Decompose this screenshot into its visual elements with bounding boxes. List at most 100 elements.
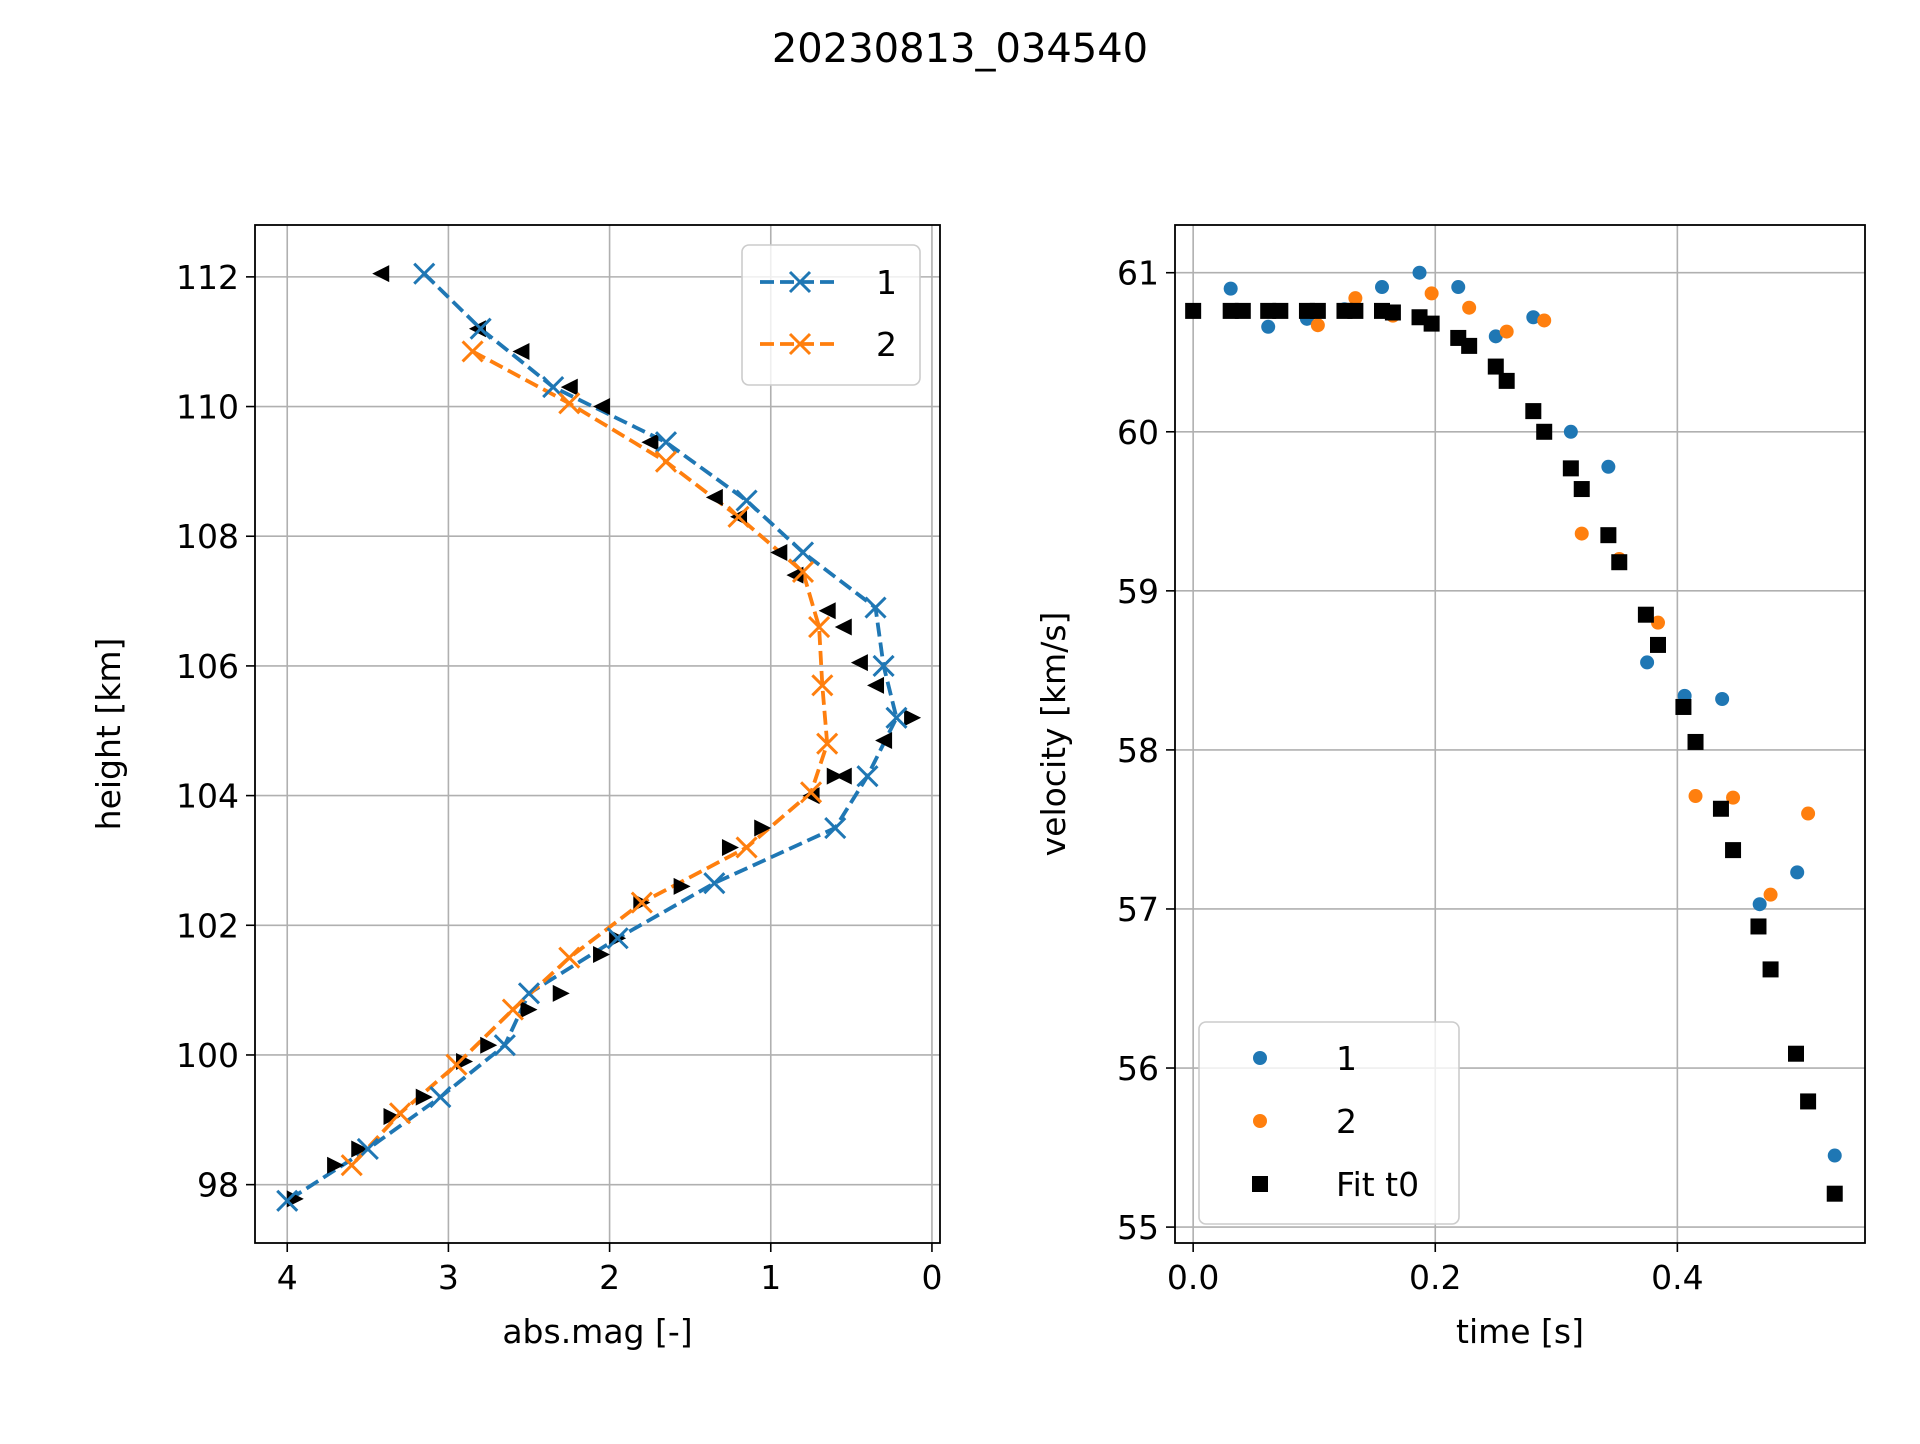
left-triangle-left-marker — [786, 566, 804, 584]
left-series-2-point — [735, 836, 758, 859]
left-legend-marker-2 — [788, 332, 812, 356]
right-fit-t0-point — [1487, 358, 1504, 375]
left-y-tick-label: 104 — [176, 777, 239, 816]
left-triangle-left-marker — [468, 320, 486, 338]
left-x-tick-label: 1 — [760, 1258, 781, 1297]
right-y-tick-label: 58 — [1117, 731, 1159, 770]
left-triangle-left-marker — [802, 787, 820, 805]
right-series-1-point — [1827, 1148, 1842, 1163]
left-series-1-point — [735, 489, 758, 512]
right-legend-marker-fit-t0 — [1252, 1176, 1268, 1192]
left-y-tick-label: 100 — [176, 1036, 239, 1075]
left-y-tick-label: 102 — [176, 906, 239, 945]
right-y-axis-label: velocity [km/s] — [1034, 612, 1073, 857]
left-series-1-point — [276, 1189, 299, 1212]
left-series-1-point — [791, 541, 815, 564]
left-series-2-point — [654, 450, 678, 473]
right-fit-t0-point — [1725, 842, 1742, 859]
right-axes-frame — [1174, 224, 1866, 1244]
left-triangle-left-marker — [372, 265, 390, 283]
left-series-2-point — [630, 891, 653, 914]
right-fit-t0-point — [1384, 304, 1401, 321]
left-series-1-point — [413, 262, 436, 285]
left-series-1-point — [885, 706, 908, 729]
right-series-2-point — [1801, 806, 1816, 821]
left-series-1-line — [286, 272, 899, 1203]
left-series-2-point — [727, 505, 750, 528]
left-series-1-point — [872, 654, 895, 677]
right-x-axis-label: time [s] — [1456, 1312, 1584, 1351]
right-fit-t0-point — [1712, 800, 1729, 817]
right-legend-box — [1198, 1021, 1460, 1225]
right-y-tick-label: 61 — [1117, 254, 1159, 293]
right-fit-t0-point — [1800, 1093, 1817, 1110]
left-series-2-point — [811, 674, 834, 697]
right-fit-t0-point — [1498, 372, 1515, 389]
right-y-tick-label: 57 — [1117, 890, 1159, 929]
left-triangle-right-marker — [327, 1156, 345, 1174]
right-fit-t0-point — [1573, 481, 1590, 498]
right-y-tick-label: 60 — [1117, 413, 1159, 452]
right-x-tick-label: 0.4 — [1651, 1258, 1703, 1297]
left-y-tick-label: 98 — [197, 1166, 239, 1205]
right-fit-t0-point — [1562, 460, 1579, 477]
left-y-tick-label: 108 — [176, 517, 239, 556]
left-series-2-point — [808, 615, 831, 639]
left-triangle-left-marker — [834, 618, 852, 636]
left-series-2-point — [461, 340, 484, 363]
right-y-tick-label: 59 — [1117, 572, 1159, 611]
left-series-2-point — [558, 946, 581, 969]
left-series-1-point — [864, 596, 887, 619]
right-legend-label-1: 1 — [1336, 1039, 1357, 1078]
left-series-2-point — [388, 1102, 412, 1125]
left-triangle-right-marker — [480, 1036, 498, 1054]
left-x-tick-label: 0 — [921, 1258, 942, 1297]
right-series-2-point — [1499, 324, 1514, 339]
left-series-1-point — [493, 1034, 516, 1057]
right-series-2-point — [1424, 286, 1439, 301]
right-panel-velocity-vs-time: 0.0 0.2 0.4 55 56 57 58 59 60 61 time [s] velocity … — [1034, 224, 1866, 1351]
right-series-1-point — [1223, 281, 1238, 296]
left-triangle-right-marker — [826, 767, 844, 785]
left-legend-marker-1 — [788, 270, 812, 294]
right-legend-label-3: Fit t0 — [1336, 1165, 1419, 1204]
right-legend-label-2: 2 — [1336, 1102, 1357, 1141]
right-fit-t0-point — [1260, 302, 1277, 319]
left-triangle-left-marker — [593, 398, 611, 416]
left-triangle-right-marker — [456, 1052, 474, 1070]
right-series-2-point — [1651, 615, 1665, 630]
right-legend-marker-1 — [1253, 1051, 1267, 1065]
left-series-2-point — [445, 1053, 468, 1076]
left-triangle-left-marker — [705, 488, 723, 506]
right-series-2-point — [1462, 300, 1477, 315]
left-series-1-point — [856, 765, 879, 788]
left-y-tick-label: 112 — [176, 258, 239, 297]
right-legend: 1 2 Fit t0 — [1198, 1021, 1460, 1225]
left-triangle-left-marker — [850, 654, 868, 672]
left-triangle-right-marker — [904, 709, 922, 727]
left-legend-box — [741, 244, 921, 386]
right-fit-t0-point — [1611, 554, 1628, 571]
right-fit-t0-point — [1750, 918, 1767, 935]
right-fit-t0-point — [1650, 636, 1666, 653]
right-fit-t0-point — [1461, 337, 1478, 354]
left-triangle-right-marker — [721, 838, 739, 856]
left-legend-label-2: 2 — [876, 325, 897, 364]
right-series-1-point — [1261, 319, 1276, 334]
left-triangle-left-marker — [867, 676, 885, 694]
right-x-tick-label: 0.2 — [1409, 1258, 1461, 1297]
left-triangle-right-marker — [754, 819, 772, 837]
left-series-1-point — [429, 1086, 452, 1109]
right-series-2-point — [1688, 789, 1703, 804]
right-fit-t0-point — [1637, 606, 1654, 623]
left-series-2-point — [816, 732, 839, 755]
right-x-tick-label: 0.0 — [1167, 1258, 1219, 1297]
left-series-2-point — [501, 998, 524, 1021]
left-triangle-right-marker — [383, 1108, 401, 1126]
right-fit-t0-point — [1272, 302, 1289, 319]
right-series-1-point — [1752, 897, 1767, 912]
right-fit-t0-point — [1762, 961, 1779, 978]
left-triangle-right-marker — [673, 877, 691, 895]
